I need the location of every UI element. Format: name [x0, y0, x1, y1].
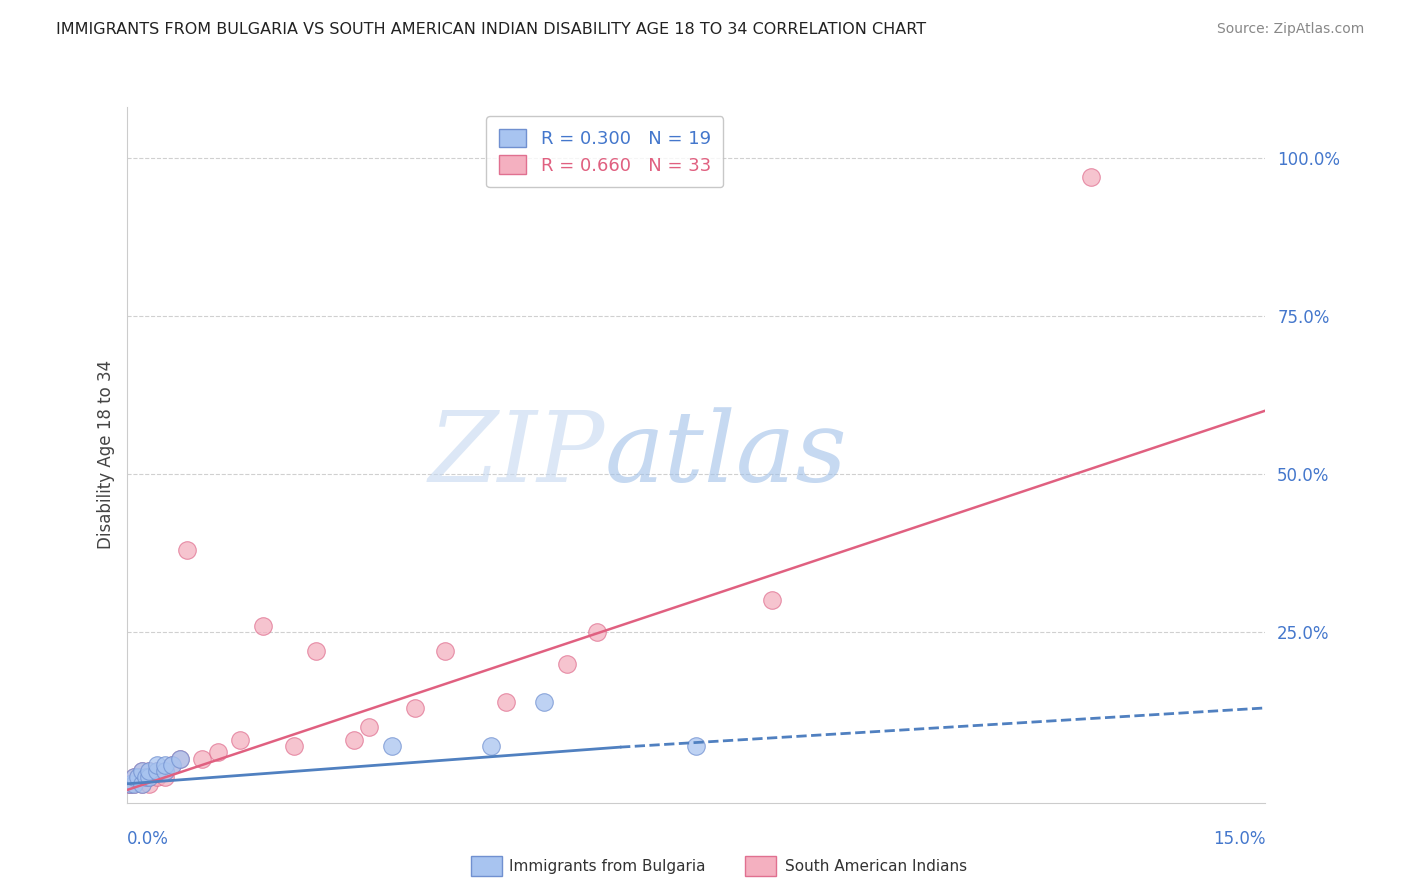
Point	[381, 739, 404, 753]
Point	[169, 751, 191, 765]
Text: atlas: atlas	[605, 408, 848, 502]
Point	[685, 739, 707, 753]
Text: Immigrants from Bulgaria: Immigrants from Bulgaria	[509, 859, 706, 873]
Point	[146, 757, 169, 772]
Point	[138, 771, 160, 785]
Point	[146, 764, 169, 779]
Point	[131, 777, 153, 791]
Legend: R = 0.300   N = 19, R = 0.660   N = 33: R = 0.300 N = 19, R = 0.660 N = 33	[486, 116, 724, 187]
Point	[169, 751, 191, 765]
Point	[153, 764, 176, 779]
Point	[586, 625, 609, 640]
Point	[120, 777, 142, 791]
Point	[122, 771, 145, 785]
Text: 15.0%: 15.0%	[1213, 830, 1265, 847]
Point	[283, 739, 305, 753]
Point	[131, 771, 153, 785]
Point	[153, 764, 176, 779]
Point	[495, 695, 517, 709]
Point	[122, 777, 145, 791]
Point	[252, 618, 274, 632]
Point	[1080, 169, 1102, 184]
Point	[131, 777, 153, 791]
Text: South American Indians: South American Indians	[785, 859, 967, 873]
Point	[176, 542, 198, 557]
Point	[122, 777, 145, 791]
Point	[127, 771, 149, 785]
Point	[404, 701, 426, 715]
Text: 0.0%: 0.0%	[127, 830, 169, 847]
Point	[120, 777, 142, 791]
Point	[135, 771, 156, 785]
Point	[359, 720, 381, 734]
Point	[207, 745, 229, 759]
Point	[131, 764, 153, 779]
Point	[127, 771, 149, 785]
Point	[761, 593, 783, 607]
Point	[479, 739, 502, 753]
Point	[138, 777, 160, 791]
Point	[146, 764, 169, 779]
Point	[118, 777, 141, 791]
Point	[434, 644, 457, 658]
Point	[555, 657, 578, 671]
Point	[122, 771, 145, 785]
Y-axis label: Disability Age 18 to 34: Disability Age 18 to 34	[97, 360, 115, 549]
Text: IMMIGRANTS FROM BULGARIA VS SOUTH AMERICAN INDIAN DISABILITY AGE 18 TO 34 CORREL: IMMIGRANTS FROM BULGARIA VS SOUTH AMERIC…	[56, 22, 927, 37]
Point	[138, 771, 160, 785]
Text: ZIP: ZIP	[429, 408, 605, 502]
Point	[191, 751, 214, 765]
Point	[138, 764, 160, 779]
Point	[138, 764, 160, 779]
Point	[160, 757, 183, 772]
Point	[153, 771, 176, 785]
Point	[533, 695, 555, 709]
Point	[160, 757, 183, 772]
Point	[153, 757, 176, 772]
Text: Source: ZipAtlas.com: Source: ZipAtlas.com	[1216, 22, 1364, 37]
Point	[146, 771, 169, 785]
Point	[343, 732, 366, 747]
Point	[131, 764, 153, 779]
Point	[305, 644, 328, 658]
Point	[229, 732, 252, 747]
